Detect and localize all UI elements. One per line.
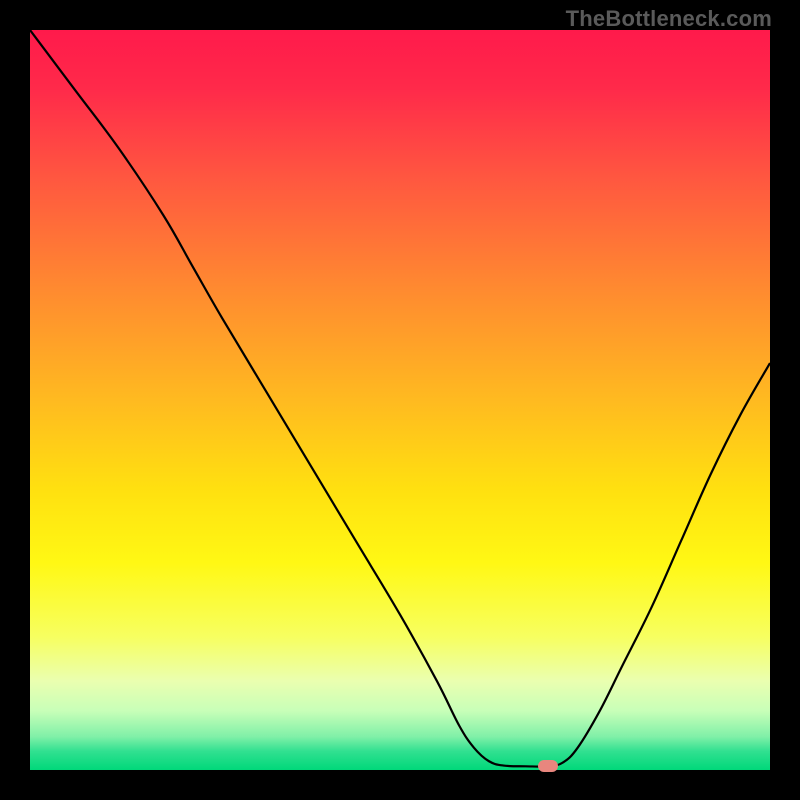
bottleneck-curve: [30, 30, 770, 767]
watermark-text: TheBottleneck.com: [566, 6, 772, 32]
optimal-point-marker: [538, 760, 558, 772]
chart-frame: TheBottleneck.com: [0, 0, 800, 800]
curve-layer: [30, 30, 770, 770]
plot-area: [30, 30, 770, 770]
